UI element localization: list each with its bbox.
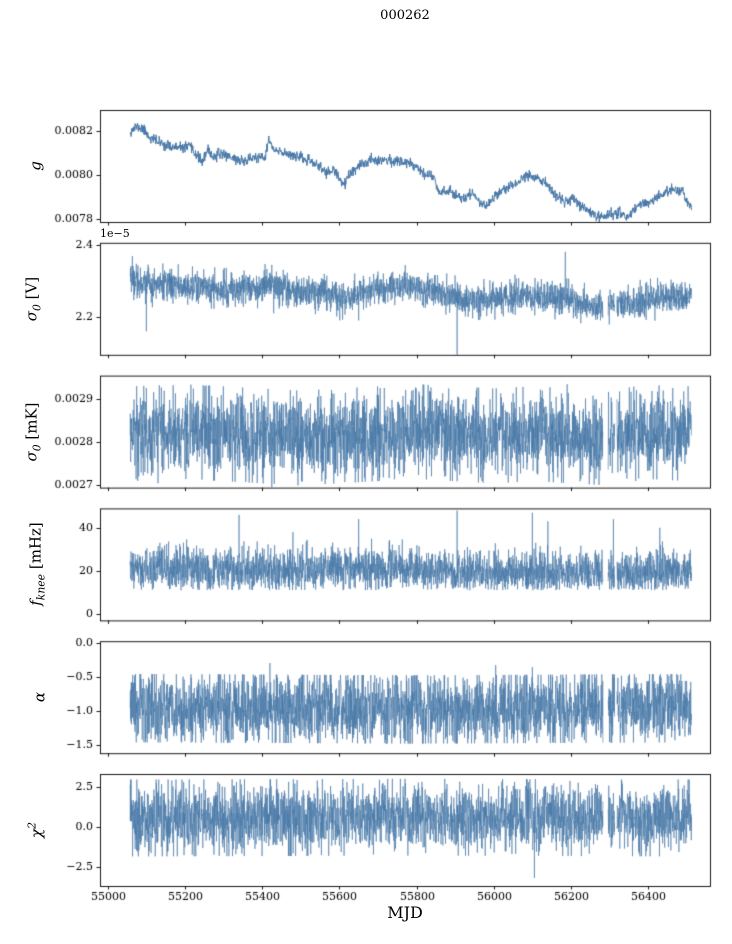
y-axis-label-fknee: fknee [mHz] (25, 522, 48, 606)
y-axis-label-unit: [V] (22, 276, 41, 305)
y-axis-label-subscript: knee (34, 573, 48, 601)
y-axis-label-gain: g (25, 161, 48, 171)
y-axis-label-text: σ (22, 451, 41, 462)
y-axis-label-sigma0-v: σ0 [V] (21, 277, 44, 321)
y-axis-label-superscript: 2 (25, 822, 39, 829)
y-axis-label-unit: [mHz] (26, 522, 45, 574)
y-axis-label-text: α (30, 691, 49, 703)
axis-offset-label: 1e−5 (100, 227, 130, 240)
y-axis-label-unit: [mK] (22, 402, 41, 445)
y-axis-label-text: χ (27, 828, 46, 838)
y-axis-label-subscript: 0 (30, 444, 44, 452)
y-axis-label-chi2: χ2 (26, 822, 49, 838)
chart-title: 000262 (380, 8, 430, 23)
y-axis-label-text: g (26, 161, 45, 171)
y-axis-label-text: σ (22, 310, 41, 322)
y-axis-label-text: f (26, 600, 45, 606)
y-axis-label-alpha: α (29, 692, 52, 702)
y-axis-label-subscript: 0 (30, 304, 44, 311)
x-axis-label: MJD (387, 903, 423, 922)
y-axis-label-sigma0-mk: σ0 [mK] (21, 402, 44, 461)
